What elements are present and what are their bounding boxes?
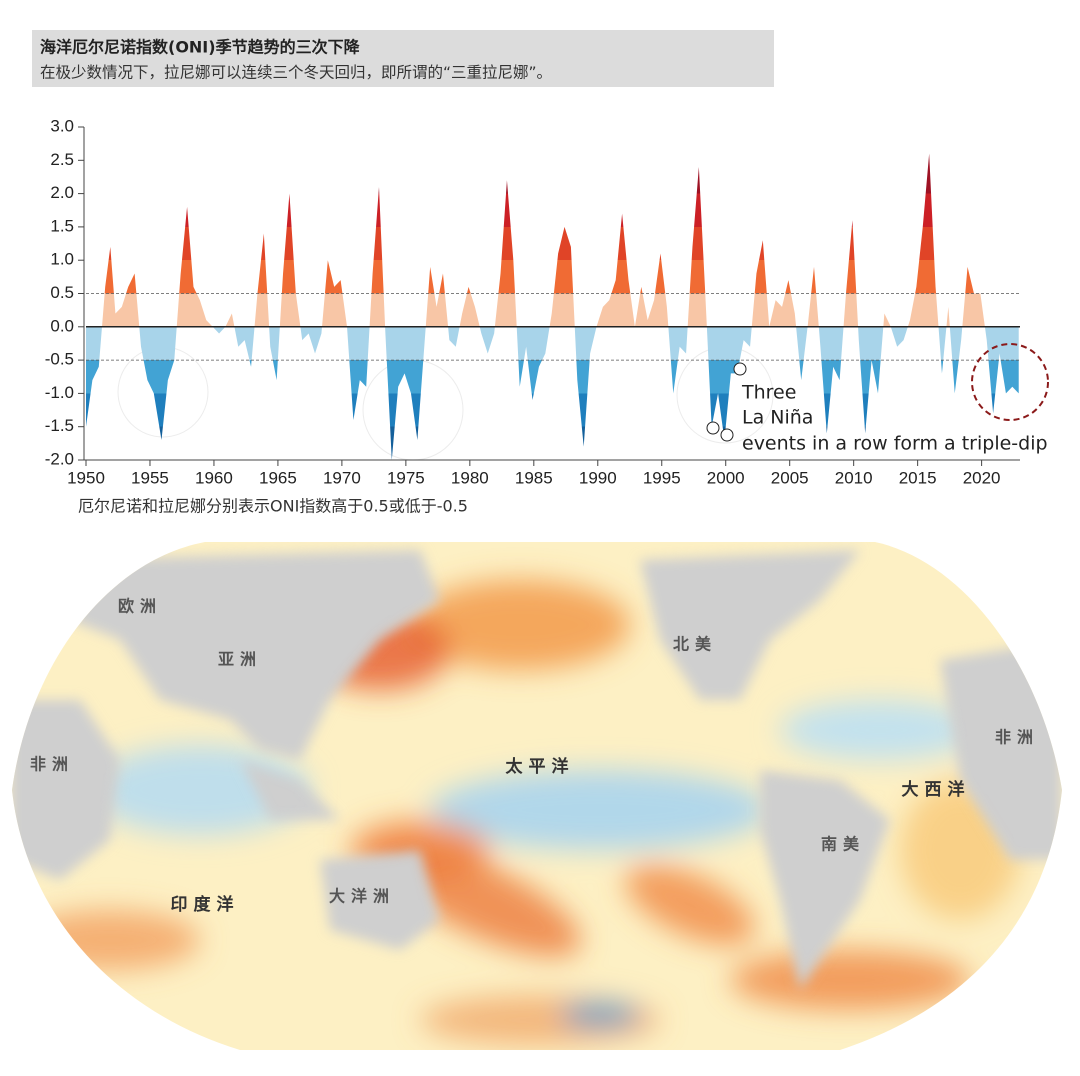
- map-label: 亚洲: [218, 650, 262, 669]
- x-tick-label: 2010: [835, 468, 873, 487]
- map-label: 印度洋: [171, 894, 240, 915]
- y-tick-label: 3.0: [50, 116, 74, 135]
- y-tick-label: 0.5: [50, 283, 74, 302]
- map-label: 非洲: [995, 728, 1039, 747]
- event-marker: [733, 362, 747, 376]
- map-land: [12, 550, 1062, 990]
- y-tick-label: 2.0: [50, 183, 74, 202]
- x-tick-label: 1950: [67, 468, 105, 487]
- x-tick-label: 1965: [259, 468, 297, 487]
- markers: [706, 343, 1049, 442]
- x-tick-label: 1955: [131, 468, 169, 487]
- x-tick-label: 1980: [451, 468, 489, 487]
- x-tick-label: 1985: [515, 468, 553, 487]
- x-axis-label: 厄尔尼诺和拉尼娜分别表示ONI指数高于0.5或低于-0.5: [78, 497, 468, 516]
- x-tick-label: 2005: [771, 468, 809, 487]
- x-tick-label: 1975: [387, 468, 425, 487]
- y-tick-label: 2.5: [50, 150, 74, 169]
- x-tick-label: 1970: [323, 468, 361, 487]
- map-label: 欧洲: [118, 597, 162, 616]
- y-tick-label: 1.0: [50, 250, 74, 269]
- map-label: 大洋洲: [329, 887, 395, 906]
- chart-title: 海洋厄尔尼诺指数(ONI)季节趋势的三次下降: [40, 38, 361, 57]
- x-tick-label: 1960: [195, 468, 233, 487]
- map-label: 南美: [821, 835, 865, 854]
- x-tick-label: 2000: [707, 468, 745, 487]
- map-label: 非洲: [30, 755, 74, 774]
- annotation: events in a row form a triple-dip: [742, 433, 1048, 455]
- annotation: Three: [741, 382, 796, 404]
- map-label: 北美: [673, 635, 717, 654]
- x-tick-label: 1995: [643, 468, 681, 487]
- y-tick-label: -2.0: [45, 449, 74, 468]
- triple-dip-circle: [971, 343, 1049, 421]
- oni-area: [86, 153, 1019, 460]
- x-tick-label: 2015: [899, 468, 937, 487]
- y-tick-label: -1.5: [45, 416, 74, 435]
- plot: 3.02.52.01.51.00.50.0-0.5-1.0-1.5-2.0195…: [45, 116, 1020, 487]
- y-tick-label: 0.0: [50, 316, 74, 335]
- x-tick-label: 1990: [579, 468, 617, 487]
- map: 欧洲 亚洲 北美 非洲 非洲 太平洋 大西洋 南美 印度洋 大洋洲: [12, 542, 1062, 1050]
- x-tick-label: 2020: [963, 468, 1001, 487]
- event-marker: [706, 421, 720, 435]
- y-tick-label: 1.5: [50, 216, 74, 235]
- y-tick-label: -1.0: [45, 383, 74, 402]
- header-box: [32, 30, 774, 87]
- annotation: La Niña: [742, 407, 813, 429]
- chart-subtitle: 在极少数情况下，拉尼娜可以连续三个冬天回归，即所谓的“三重拉尼娜”。: [40, 64, 552, 82]
- event-marker: [720, 428, 734, 442]
- y-tick-label: -0.5: [45, 350, 74, 369]
- map-label: 太平洋: [506, 756, 575, 777]
- map-label: 大西洋: [902, 779, 971, 800]
